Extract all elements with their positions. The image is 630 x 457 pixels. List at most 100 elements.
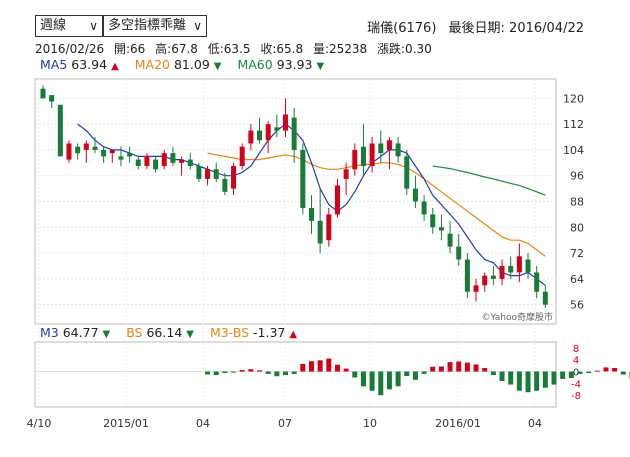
candle-body [456, 246, 462, 260]
osc-bar [300, 363, 306, 372]
candle-body [386, 140, 392, 150]
arrow-down-icon: ▼ [102, 329, 111, 340]
chevron-down-icon: ∨ [89, 19, 98, 33]
candle-body [326, 214, 332, 241]
info-high: 高:67.8 [155, 42, 198, 56]
osc-bar [534, 371, 540, 391]
price-tick-label: 56 [570, 299, 584, 312]
osc-bar [551, 371, 557, 385]
candle-body [179, 159, 185, 163]
osc-bar [274, 371, 280, 377]
candle-body [83, 143, 89, 150]
indicator-select[interactable]: 多空指標乖離 ∨ [103, 15, 207, 37]
bs-legend-item: BS 66.14 ▼ [126, 325, 194, 340]
osc-bar [369, 371, 375, 391]
candle-body [205, 169, 211, 179]
osc-bar [360, 371, 366, 387]
candle-body [257, 130, 263, 141]
oscillator-panel [34, 341, 557, 408]
osc-bar [213, 371, 219, 376]
candle-body [153, 159, 159, 170]
m3-legend: M3 64.77 ▼ [40, 325, 110, 340]
osc-bar [326, 358, 332, 372]
price-tick-label: 72 [570, 247, 584, 260]
ma60-value: 93.93 [276, 57, 313, 72]
osc-bar [421, 371, 427, 374]
price-tick-label: 64 [570, 273, 584, 286]
info-open: 開:66 [114, 42, 146, 56]
price-tick-label: 96 [570, 170, 584, 183]
candle-body [75, 146, 81, 154]
osc-bar [352, 371, 358, 378]
x-tick-label: 4/10 [27, 417, 52, 430]
candle-body [464, 259, 470, 292]
arrow-down-icon: ▼ [316, 61, 325, 72]
candle-body [343, 169, 349, 179]
info-date: 2016/02/26 [35, 42, 105, 56]
candle-body [127, 153, 133, 157]
candle-body [196, 166, 202, 179]
osc-tick-label: 0 [573, 368, 579, 379]
arrow-down-icon: ▼ [186, 329, 194, 340]
candle-body [378, 143, 384, 154]
price-tick-label: 88 [570, 196, 584, 209]
period-select[interactable]: 週線 ∨ [35, 15, 103, 37]
osc-bar [395, 371, 401, 387]
candle-body [308, 207, 314, 221]
candle-body [135, 159, 141, 167]
candle-body [334, 185, 340, 215]
candle-body [300, 149, 306, 208]
candle-body [231, 166, 237, 189]
candle-body [430, 214, 436, 228]
ma5-label: MA5 [40, 57, 68, 72]
m3-value: 64.77 [62, 325, 99, 340]
price-tick-label: 120 [563, 92, 584, 105]
x-tick-label: 2015/01 [103, 417, 149, 430]
x-tick-label: 07 [278, 417, 292, 430]
arrow-up-icon: ▲ [111, 61, 119, 72]
candle-body [213, 169, 219, 179]
osc-bar [386, 371, 392, 390]
candle-body [66, 143, 72, 160]
osc-tick-label: -4 [571, 379, 581, 390]
candle-body [40, 88, 46, 99]
candle-body [490, 275, 496, 279]
chevron-down-icon: ∨ [193, 19, 202, 33]
candle-body [317, 220, 323, 244]
candle-body [352, 149, 358, 170]
osc-tick-label: 8 [573, 344, 579, 355]
candle-body [222, 178, 228, 192]
arrow-down-icon: ▼ [213, 61, 222, 72]
osc-bar [430, 366, 436, 372]
bs-legend: M3 64.77 ▼ BS 66.14 ▼ M3-BS -1.37 ▲ [40, 325, 309, 340]
candle-body [144, 156, 150, 167]
osc-tick-label: 4 [573, 356, 579, 367]
osc-bar [438, 366, 444, 372]
candle-body [369, 143, 375, 167]
ma20-line [207, 152, 546, 257]
candle-body [291, 117, 297, 150]
ma5-value: 63.94 [71, 57, 108, 72]
osc-bar [620, 371, 626, 375]
period-select-value: 週線 [40, 18, 67, 33]
candle-body [482, 275, 488, 286]
candle-body [161, 153, 167, 167]
candle-body [499, 265, 505, 279]
info-change: 漲跌:0.30 [376, 42, 432, 56]
osc-bar [412, 371, 418, 380]
x-tick-label: 04 [196, 417, 210, 430]
osc-bar [265, 371, 271, 374]
osc-bar [464, 362, 470, 372]
candle-body [109, 149, 115, 154]
candle-body [187, 159, 193, 167]
stock-name: 瑞儀(6176) [367, 21, 437, 36]
candle-body [248, 130, 254, 144]
osc-bar [334, 364, 340, 372]
candle-body [542, 291, 548, 305]
ma20-value: 81.09 [173, 57, 210, 72]
candle-body [360, 146, 366, 167]
osc-bar [473, 364, 479, 372]
candle-body [49, 95, 55, 102]
x-tick-label: 04 [528, 417, 542, 430]
candle-body [438, 227, 444, 231]
